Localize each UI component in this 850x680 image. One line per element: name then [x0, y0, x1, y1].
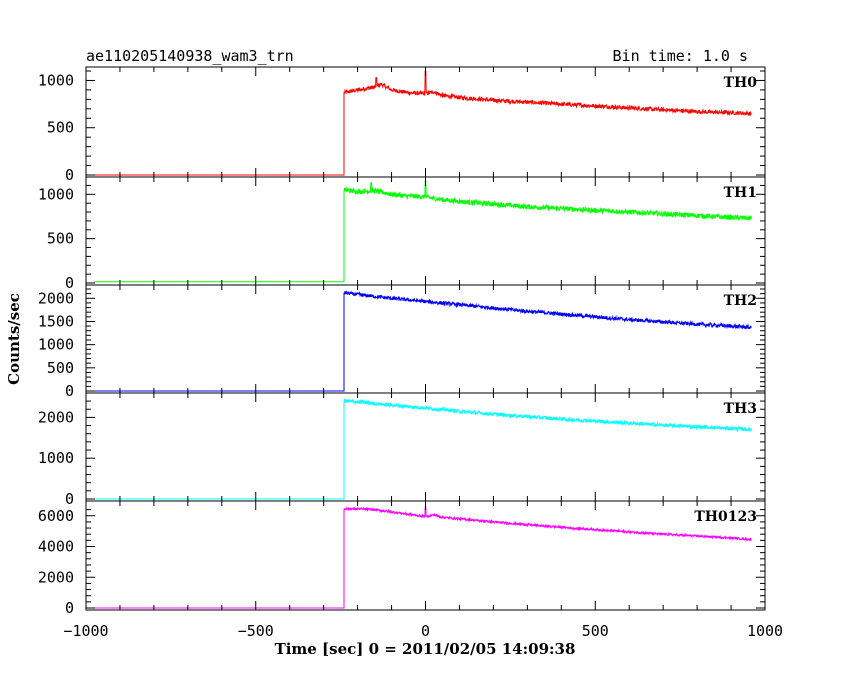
- y-tick-label-th2: 1000: [38, 336, 74, 354]
- y-tick-label-th3: 0: [65, 490, 74, 508]
- panel-label-th3: TH3: [724, 401, 757, 417]
- x-tick-label: 500: [582, 622, 609, 640]
- x-axis-label: Time [sec] 0 = 2011/02/05 14:09:38: [275, 640, 576, 658]
- y-tick-label-th0: 1000: [38, 71, 74, 89]
- panel-label-th2: TH2: [724, 293, 757, 309]
- y-tick-label-th0123: 2000: [38, 568, 74, 586]
- series-line-th2: [94, 290, 752, 392]
- y-tick-label-th1: 0: [65, 274, 74, 292]
- bin-time-label: Bin time: 1.0 s: [613, 47, 748, 65]
- y-tick-label-th3: 1000: [38, 449, 74, 467]
- y-tick-label-th2: 1500: [38, 312, 74, 330]
- panel-frame-th0123: [85, 500, 766, 611]
- y-tick-label-th1: 500: [47, 230, 74, 248]
- y-tick-label-th0123: 4000: [38, 538, 74, 556]
- series-line-th0123: [94, 506, 752, 609]
- y-tick-label-th3: 2000: [38, 408, 74, 426]
- y-tick-label-th2: 2000: [38, 289, 74, 307]
- series-line-th0: [94, 70, 752, 176]
- x-tick-label: 0: [421, 622, 430, 640]
- chart-title: ae110205140938_wam3_trn: [86, 47, 294, 65]
- panel-frame-th0: [85, 66, 766, 178]
- panel-label-th0123: TH0123: [694, 509, 757, 525]
- series-line-th3: [94, 398, 752, 500]
- series-line-th1: [94, 180, 752, 283]
- x-tick-label: 1000: [747, 622, 783, 640]
- y-axis-label: Counts/sec: [5, 293, 23, 385]
- panels-group: 0 500 1000 TH0 0 500 1000 TH1 0 500 1000 1500 2000 TH…: [38, 66, 766, 617]
- y-tick-label-th0123: 0: [65, 599, 74, 617]
- y-tick-label-th2: 0: [65, 382, 74, 400]
- y-tick-label-th0: 500: [47, 119, 74, 137]
- y-tick-label-th0: 0: [65, 166, 74, 184]
- y-tick-label-th2: 500: [47, 359, 74, 377]
- panel-label-th0: TH0: [724, 75, 758, 91]
- y-tick-label-th1: 1000: [38, 185, 74, 203]
- x-tick-label: −500: [238, 622, 274, 640]
- x-axis: −1000 −500 0 500 1000: [63, 622, 783, 640]
- x-tick-label: −1000: [63, 622, 108, 640]
- y-tick-label-th0123: 6000: [38, 507, 74, 525]
- panel-frame-th1: [85, 176, 766, 286]
- panel-label-th1: TH1: [724, 185, 757, 201]
